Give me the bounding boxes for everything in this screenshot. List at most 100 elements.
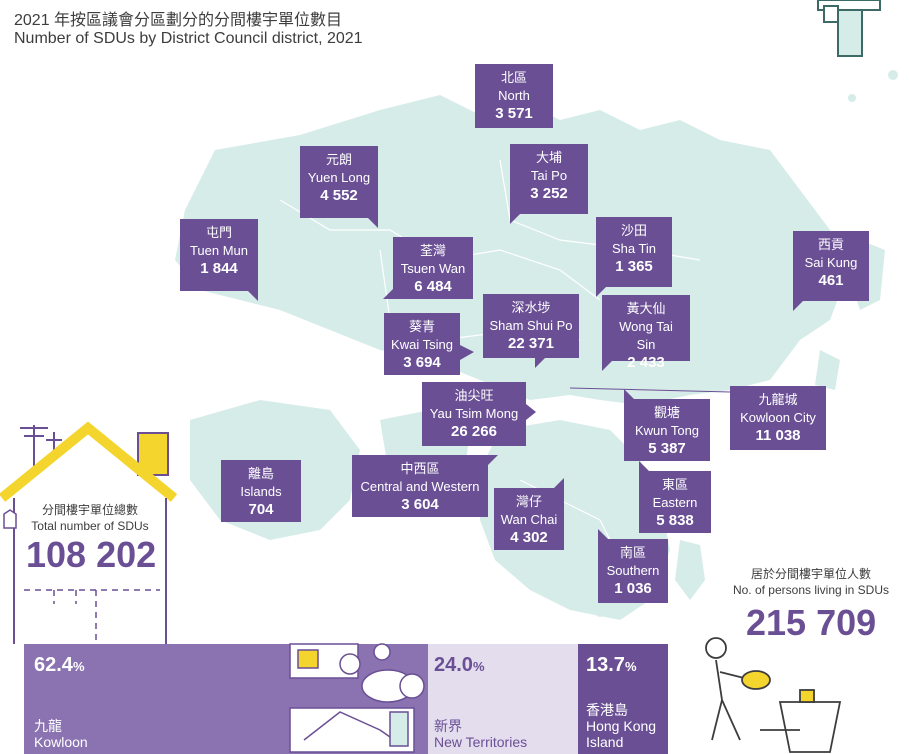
district-label-tsuen-wan: 荃灣 Tsuen Wan 6 484 (393, 237, 473, 299)
region-label: 新界 New Territories (434, 718, 527, 750)
district-value: 6 484 (414, 278, 452, 295)
roof (0, 421, 178, 502)
total-sdus-value: 108 202 (26, 534, 157, 575)
pointer-sai-kung (793, 301, 803, 311)
region-pct: 24.0% (434, 654, 485, 676)
district-value: 3 694 (403, 354, 441, 371)
district-value: 2 433 (627, 354, 665, 371)
district-value: 3 252 (530, 185, 568, 202)
district-name-zh: 深水埗 (511, 300, 551, 315)
region-name-en: Hong Kong Island (586, 718, 657, 750)
district-label-southern: 南區 Southern 1 036 (598, 539, 668, 603)
district-name-en: Eastern (652, 495, 698, 510)
district-name-en: Islands (240, 484, 282, 499)
title-english: Number of SDUs by District Council distr… (14, 30, 363, 47)
person-illustration (817, 0, 881, 57)
district-label-eastern: 東區 Eastern 5 838 (639, 471, 711, 533)
region-name-zh: 香港島 (586, 702, 628, 718)
region-pct: 13.7% (586, 654, 637, 676)
region-label: 香港島 Hong Kong Island (586, 702, 668, 750)
district-value: 22 371 (508, 335, 554, 352)
district-name-en: Wong Tai Sin (619, 319, 673, 352)
district-name-en: Tuen Mun (189, 243, 249, 258)
district-name-zh: 荃灣 (419, 243, 446, 258)
district-label-tuen-mun: 屯門 Tuen Mun 1 844 (180, 219, 258, 291)
district-value: 26 266 (451, 423, 497, 440)
pointer-yau-tsim-mong (526, 404, 536, 420)
district-name-en: Tsuen Wan (400, 261, 466, 276)
district-label-yau-tsim-mong: 油尖旺 Yau Tsim Mong 26 266 (422, 382, 526, 446)
district-label-kwai-tsing: 葵青 Kwai Tsing 3 694 (384, 313, 460, 375)
district-name-zh: 屯門 (205, 225, 232, 240)
district-value: 5 838 (656, 512, 694, 529)
total-sdus-label-en: Total number of SDUs (31, 519, 149, 533)
district-name-zh: 大埔 (535, 150, 562, 165)
region-bar-new-territories: 24.0% 新界 New Territories (428, 644, 578, 754)
district-name-zh: 黃大仙 (626, 301, 666, 316)
district-name-en: Tai Po (530, 168, 568, 183)
district-value: 4 552 (320, 187, 358, 204)
district-name-zh: 葵青 (408, 319, 435, 334)
region-bar-hong-kong-island: 13.7% 香港島 Hong Kong Island (578, 644, 668, 754)
pointer-eastern (639, 461, 649, 471)
kowloon-city-leader-line (569, 387, 731, 393)
pointer-yuen-long (368, 218, 378, 228)
district-name-en: Sai Kung (804, 255, 858, 270)
pointer-wong-tai-sin (602, 361, 612, 371)
district-label-central-and-western: 中西區 Central and Western 3 604 (352, 455, 488, 517)
district-name-en: Sha Tin (611, 241, 657, 256)
region-name-zh: 新界 (434, 718, 462, 734)
pointer-central-western (478, 455, 498, 465)
pointer-wan-chai (554, 478, 564, 488)
district-value: 4 302 (510, 529, 548, 546)
district-name-zh: 西貢 (817, 237, 844, 252)
district-name-en: Yuen Long (307, 170, 371, 185)
sdu-partitions (24, 589, 160, 640)
district-name-zh: 沙田 (620, 223, 647, 238)
district-name-zh: 灣仔 (515, 494, 542, 509)
district-name-zh: 油尖旺 (454, 388, 494, 403)
district-name-en: Kowloon City (740, 410, 816, 425)
district-name-zh: 觀塘 (653, 405, 680, 420)
district-name-zh: 中西區 (400, 461, 440, 476)
district-value: 704 (248, 501, 274, 518)
region-name-zh: 九龍 (34, 718, 62, 734)
total-sdus-label-zh: 分間樓宇單位總數 (41, 503, 138, 517)
pointer-southern (598, 529, 608, 539)
district-name-en: Central and Western (360, 479, 480, 494)
region-label: 九龍 Kowloon (34, 718, 88, 750)
region-pct: 62.4% (34, 654, 85, 676)
district-name-zh: 元朗 (325, 152, 352, 167)
cooking-person-icon (705, 637, 842, 753)
district-label-islands: 離島 Islands 704 (221, 460, 301, 522)
district-value: 5 387 (648, 440, 686, 457)
district-label-sai-kung: 西貢 Sai Kung 461 (793, 231, 869, 301)
pointer-sha-tin (596, 287, 606, 297)
district-name-en: Southern (606, 563, 660, 578)
pointer-tsuen-wan (383, 289, 393, 299)
persons-label: 居於分間樓宇單位人數 No. of persons living in SDUs (726, 566, 896, 598)
pointer-kwai-tsing (460, 345, 474, 360)
shirt-icon (3, 509, 17, 529)
persons-label-zh: 居於分間樓宇單位人數 (750, 567, 871, 581)
district-label-sham-shui-po: 深水埗 Sham Shui Po 22 371 (483, 294, 579, 358)
district-name-en: Kwun Tong (634, 423, 700, 438)
district-label-sha-tin: 沙田 Sha Tin 1 365 (596, 217, 672, 287)
district-label-north: 北區 North 3 571 (475, 64, 553, 128)
pointer-tuen-mun (248, 291, 258, 301)
pointer-kwun-tong (624, 389, 634, 399)
district-name-zh: 東區 (661, 477, 688, 492)
district-name-zh: 九龍城 (758, 392, 798, 407)
district-value: 3 571 (495, 105, 533, 122)
district-value: 3 604 (401, 496, 439, 513)
district-value: 1 365 (615, 258, 653, 275)
room-items-icon (289, 643, 425, 753)
antenna-icon (20, 425, 62, 470)
district-value: 461 (818, 272, 844, 289)
region-name-en: Kowloon (34, 734, 88, 750)
district-value: 11 038 (755, 427, 801, 444)
district-label-tai-po: 大埔 Tai Po 3 252 (510, 144, 588, 214)
